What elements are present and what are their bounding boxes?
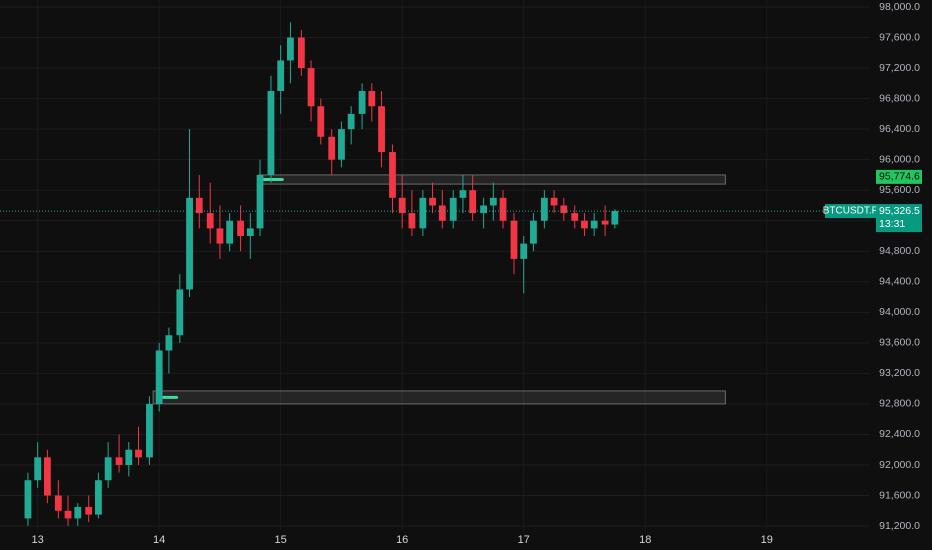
symbol-label-bg: [825, 204, 876, 219]
y-tick-label: 97,600.0: [879, 31, 920, 43]
candle-body: [226, 220, 234, 244]
symbol-label: BTCUSDT.P: [823, 206, 879, 217]
y-tick-label: 94,800.0: [879, 245, 920, 257]
y-tick-label: 92,800.0: [879, 398, 920, 410]
candle-body: [115, 457, 123, 465]
candle-body: [419, 197, 427, 229]
x-tick-label: 16: [396, 534, 408, 546]
candle-body: [601, 220, 609, 225]
candle-body: [135, 449, 142, 458]
y-tick-label: 94,000.0: [879, 306, 920, 318]
candle-body: [520, 243, 528, 259]
candle-body: [256, 174, 264, 229]
candle-body: [480, 205, 488, 214]
candle-body: [449, 197, 457, 221]
marker-price-bg: [876, 169, 922, 184]
y-tick-label: 91,200.0: [879, 520, 920, 532]
candle-body: [389, 152, 396, 198]
candle-body: [429, 197, 436, 206]
y-tick-label: 98,000.0: [879, 1, 920, 13]
candle-body: [43, 457, 51, 496]
candle-body: [277, 60, 285, 91]
price-zone: [258, 174, 726, 185]
candle-body: [347, 113, 355, 130]
candle-body: [499, 197, 507, 221]
candle-body: [307, 68, 315, 107]
candle-body: [176, 289, 184, 336]
candle-body: [125, 449, 133, 465]
candle-body: [550, 197, 558, 206]
candle-body: [186, 197, 193, 290]
y-tick-label: 96,400.0: [879, 123, 920, 135]
candle-body: [85, 506, 93, 515]
candle-body: [54, 495, 62, 511]
candle-body: [398, 197, 406, 214]
candle-body: [489, 197, 497, 206]
candle-body: [95, 480, 102, 515]
y-tick-label: 94,400.0: [879, 276, 920, 288]
candle-body: [378, 106, 385, 153]
candle-body: [328, 136, 336, 160]
candle-body: [611, 211, 619, 225]
x-tick-label: 15: [275, 534, 287, 546]
candle-body: [469, 190, 477, 214]
y-tick-label: 91,600.0: [879, 489, 920, 501]
candle-body: [338, 129, 345, 160]
candle-body: [581, 220, 588, 229]
y-tick-label: 96,800.0: [879, 92, 920, 104]
candle-body: [317, 106, 325, 137]
candle-body: [530, 220, 537, 244]
candle-body: [297, 37, 305, 69]
candle-body: [74, 506, 82, 519]
candle-body: [24, 480, 32, 519]
x-tick-label: 13: [32, 534, 44, 546]
y-tick-label: 95,600.0: [879, 184, 920, 196]
y-tick-label: 96,000.0: [879, 153, 920, 165]
candle-body: [510, 220, 518, 259]
x-tick-label: 18: [639, 534, 651, 546]
price-zone: [152, 390, 726, 405]
candle-body: [368, 90, 376, 107]
candle-body: [195, 197, 203, 214]
y-tick-label: 93,200.0: [879, 367, 920, 379]
candle-body: [146, 403, 153, 458]
candle-body: [287, 37, 294, 61]
x-tick-label: 17: [518, 534, 530, 546]
y-tick-label: 93,600.0: [879, 337, 920, 349]
candle-body: [267, 90, 275, 175]
zone-handle: [261, 178, 284, 182]
last-price-bg: [876, 204, 922, 233]
candle-body: [438, 205, 446, 221]
y-tick-label: 97,200.0: [879, 62, 920, 74]
candle-body: [560, 205, 568, 214]
marker-price-label: 95,774.6: [879, 171, 920, 183]
candle-body: [237, 220, 244, 236]
last-price-label: 95,326.5: [879, 205, 920, 217]
x-tick-label: 19: [761, 534, 773, 546]
candle-body: [590, 220, 598, 229]
candle-body: [104, 457, 112, 481]
candle-body: [358, 90, 366, 114]
candle-body: [216, 228, 224, 244]
countdown-label: 13:31: [879, 218, 905, 230]
candle-body: [64, 510, 72, 519]
candle-body: [408, 213, 416, 229]
candle-body: [155, 350, 163, 404]
candle-body: [206, 213, 214, 229]
candle-body: [34, 457, 42, 481]
candle-body: [459, 190, 467, 198]
y-tick-label: 92,000.0: [879, 459, 920, 471]
candle-body: [540, 197, 548, 221]
candle-body: [246, 228, 254, 236]
candle-body: [165, 335, 173, 351]
x-tick-label: 14: [153, 534, 165, 546]
candle-body: [571, 213, 579, 221]
y-tick-label: 92,400.0: [879, 428, 920, 440]
